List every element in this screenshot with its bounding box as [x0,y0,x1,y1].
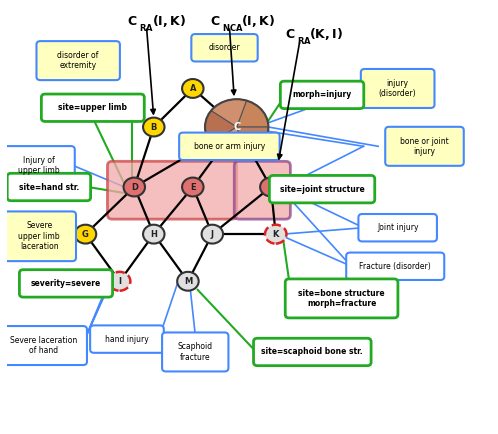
FancyBboxPatch shape [108,161,237,219]
Text: A: A [190,84,196,93]
FancyBboxPatch shape [3,146,75,185]
Text: hand injury: hand injury [105,335,149,344]
Text: G: G [82,230,89,239]
Text: Fracture (disorder): Fracture (disorder) [360,262,431,271]
Text: $\mathbf{RA}$: $\mathbf{RA}$ [297,35,312,46]
Text: C: C [233,122,241,132]
Circle shape [143,118,164,136]
Text: $\mathbf{NCA}$: $\mathbf{NCA}$ [222,22,244,33]
FancyBboxPatch shape [162,332,229,372]
Text: Severe
upper limb
laceration: Severe upper limb laceration [18,221,60,251]
Text: Injury of
upper limb: Injury of upper limb [18,156,60,175]
Text: $\mathbf{C}$: $\mathbf{C}$ [284,27,295,40]
Text: Joint injury: Joint injury [377,223,418,232]
FancyBboxPatch shape [179,133,280,160]
Text: site=hand str.: site=hand str. [19,183,79,191]
Text: F: F [268,183,274,191]
Text: site=joint structure: site=joint structure [280,184,365,194]
Circle shape [109,272,130,291]
FancyBboxPatch shape [385,127,464,166]
Text: I: I [118,277,121,286]
Text: $\mathbf{C}$: $\mathbf{C}$ [127,15,137,28]
Text: K: K [272,230,279,239]
Text: bone or joint
injury: bone or joint injury [400,137,449,156]
FancyBboxPatch shape [280,81,364,108]
Text: site=bone structure
morph=fracture: site=bone structure morph=fracture [298,289,385,308]
FancyBboxPatch shape [19,270,113,297]
FancyBboxPatch shape [285,279,398,318]
Circle shape [182,79,204,98]
Text: E: E [190,183,196,191]
FancyBboxPatch shape [234,161,290,219]
FancyBboxPatch shape [346,253,444,280]
FancyBboxPatch shape [7,173,91,201]
Text: H: H [150,230,157,239]
Text: bone or arm injury: bone or arm injury [194,142,265,151]
FancyBboxPatch shape [361,69,434,108]
Wedge shape [237,101,268,127]
FancyBboxPatch shape [36,41,120,80]
Circle shape [124,178,145,197]
FancyBboxPatch shape [41,94,144,122]
FancyBboxPatch shape [2,211,76,261]
Circle shape [143,225,164,243]
Wedge shape [205,111,237,143]
Circle shape [75,225,96,243]
FancyBboxPatch shape [253,338,371,366]
Text: disorder of
extremity: disorder of extremity [57,51,99,70]
FancyBboxPatch shape [1,326,87,365]
Text: severity=severe: severity=severe [31,279,101,288]
Text: B: B [150,122,157,132]
FancyBboxPatch shape [191,34,257,62]
Wedge shape [211,127,247,155]
Circle shape [260,178,281,197]
Circle shape [202,225,223,243]
Text: site=upper limb: site=upper limb [58,103,127,112]
Text: D: D [131,183,138,191]
Text: $\mathbf{C}$: $\mathbf{C}$ [210,15,220,28]
Text: injury
(disorder): injury (disorder) [379,79,416,98]
Text: morph=injury: morph=injury [292,90,352,99]
FancyBboxPatch shape [269,175,374,203]
Text: site=scaphoid bone str.: site=scaphoid bone str. [261,348,363,356]
Circle shape [182,178,204,197]
Text: Severe laceration
of hand: Severe laceration of hand [10,336,78,355]
FancyBboxPatch shape [359,214,437,241]
Circle shape [265,225,286,243]
FancyBboxPatch shape [90,326,164,353]
Text: $\mathbf{(I,K)}$: $\mathbf{(I,K)}$ [152,13,186,29]
Text: Scaphoid
fracture: Scaphoid fracture [178,342,213,362]
Text: disorder: disorder [209,43,241,52]
Text: $\mathbf{RA}$: $\mathbf{RA}$ [139,22,154,33]
Text: J: J [211,230,214,239]
Text: $\mathbf{(K,I)}$: $\mathbf{(K,I)}$ [309,26,343,42]
Circle shape [177,272,199,291]
Text: $\mathbf{(I,K)}$: $\mathbf{(I,K)}$ [241,13,275,29]
Wedge shape [211,99,247,127]
Wedge shape [237,127,268,154]
Text: M: M [184,277,192,286]
